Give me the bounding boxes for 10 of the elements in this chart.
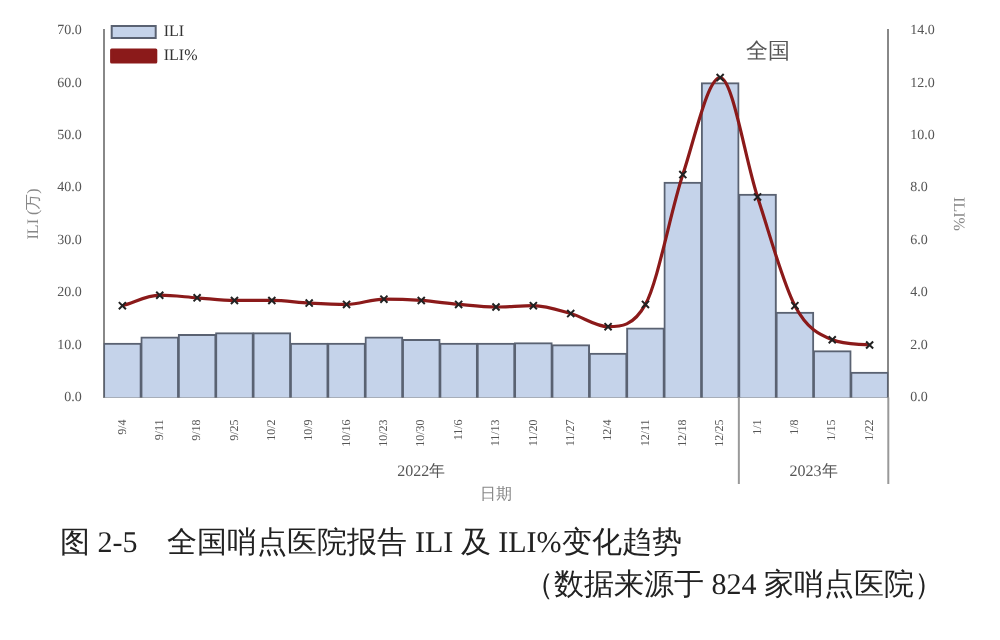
y2-axis-title: ILI% xyxy=(950,197,969,232)
legend-label: ILI xyxy=(163,22,185,41)
y-axis-title: ILI (万) xyxy=(23,187,42,240)
text: 2022年 xyxy=(397,462,446,480)
x-axis-title: 日期 xyxy=(480,484,512,503)
legend-label: ILI% xyxy=(163,46,199,65)
text: （数据来源于 824 家哨点医院） xyxy=(522,566,946,604)
caption: 图 2-5 全国哨点医院报告 ILI 及 ILI%变化趋势 xyxy=(58,525,684,562)
text: 全国 xyxy=(746,40,791,65)
text: 2023年 xyxy=(789,462,838,480)
